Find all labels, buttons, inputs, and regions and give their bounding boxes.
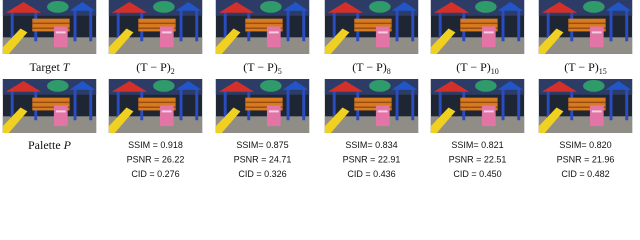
label: Palette P bbox=[28, 138, 72, 152]
label-subscript: 10 bbox=[491, 67, 499, 76]
figure: Target T (T − P)2 (T − P)5 (T − P)8 (T − P)1… bbox=[2, 0, 633, 177]
label-text: Palette bbox=[28, 138, 61, 152]
label: Target T bbox=[30, 60, 71, 74]
metric: SSIM= 0.820 bbox=[559, 140, 611, 150]
image bbox=[2, 0, 97, 54]
label-subscript: 2 bbox=[171, 67, 175, 76]
label: (T − P)2 bbox=[136, 60, 175, 76]
image bbox=[538, 79, 633, 133]
label: (T − P)10 bbox=[456, 60, 499, 76]
label-text: (T − P) bbox=[243, 60, 278, 74]
metric: CID = 0.436 bbox=[347, 169, 395, 177]
metric: PSNR = 21.96 bbox=[557, 155, 615, 165]
image bbox=[215, 79, 310, 133]
metric: SSIM = 0.918 bbox=[128, 140, 183, 150]
metric: SSIM= 0.834 bbox=[345, 140, 397, 150]
metric: CID = 0.482 bbox=[561, 169, 609, 177]
metric: SSIM= 0.821 bbox=[451, 140, 503, 150]
label-text: (T − P) bbox=[456, 60, 491, 74]
metric: PSNR = 22.51 bbox=[449, 155, 507, 165]
image bbox=[324, 0, 419, 54]
image bbox=[538, 0, 633, 54]
label-text: Target bbox=[30, 60, 61, 74]
metric: CID = 0.450 bbox=[453, 169, 501, 177]
image bbox=[430, 0, 525, 54]
image bbox=[108, 0, 203, 54]
metric: PSNR = 24.71 bbox=[234, 155, 292, 165]
image bbox=[2, 79, 97, 133]
label-text: (T − P) bbox=[352, 60, 387, 74]
label-subscript: 5 bbox=[278, 67, 282, 76]
label: (T − P)5 bbox=[243, 60, 282, 76]
metric: PSNR = 22.91 bbox=[343, 155, 401, 165]
image bbox=[430, 79, 525, 133]
label-subscript: 15 bbox=[599, 67, 607, 76]
image bbox=[324, 79, 419, 133]
label: (T − P)8 bbox=[352, 60, 391, 76]
label-text: (T − P) bbox=[564, 60, 599, 74]
metric: CID = 0.276 bbox=[131, 169, 179, 177]
label: (T − P)15 bbox=[564, 60, 607, 76]
image-grid bbox=[2, 0, 633, 133]
image bbox=[108, 79, 203, 133]
image bbox=[215, 0, 310, 54]
metric: SSIM= 0.875 bbox=[236, 140, 288, 150]
label-text: (T − P) bbox=[136, 60, 171, 74]
label-variable: T bbox=[63, 60, 71, 74]
label-subscript: 8 bbox=[387, 67, 391, 76]
metric: PSNR = 26.22 bbox=[127, 155, 185, 165]
captions: Target T (T − P)2 (T − P)5 (T − P)8 (T − P)1… bbox=[28, 60, 614, 177]
label-variable: P bbox=[63, 138, 72, 152]
metric: CID = 0.326 bbox=[238, 169, 286, 177]
